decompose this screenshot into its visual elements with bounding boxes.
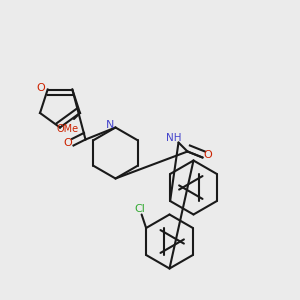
Text: O: O bbox=[203, 149, 212, 160]
Text: OMe: OMe bbox=[57, 124, 79, 134]
Text: O: O bbox=[37, 83, 45, 93]
Text: Cl: Cl bbox=[135, 203, 146, 214]
Text: NH: NH bbox=[166, 133, 182, 143]
Text: N: N bbox=[106, 120, 114, 130]
Text: O: O bbox=[64, 138, 73, 148]
